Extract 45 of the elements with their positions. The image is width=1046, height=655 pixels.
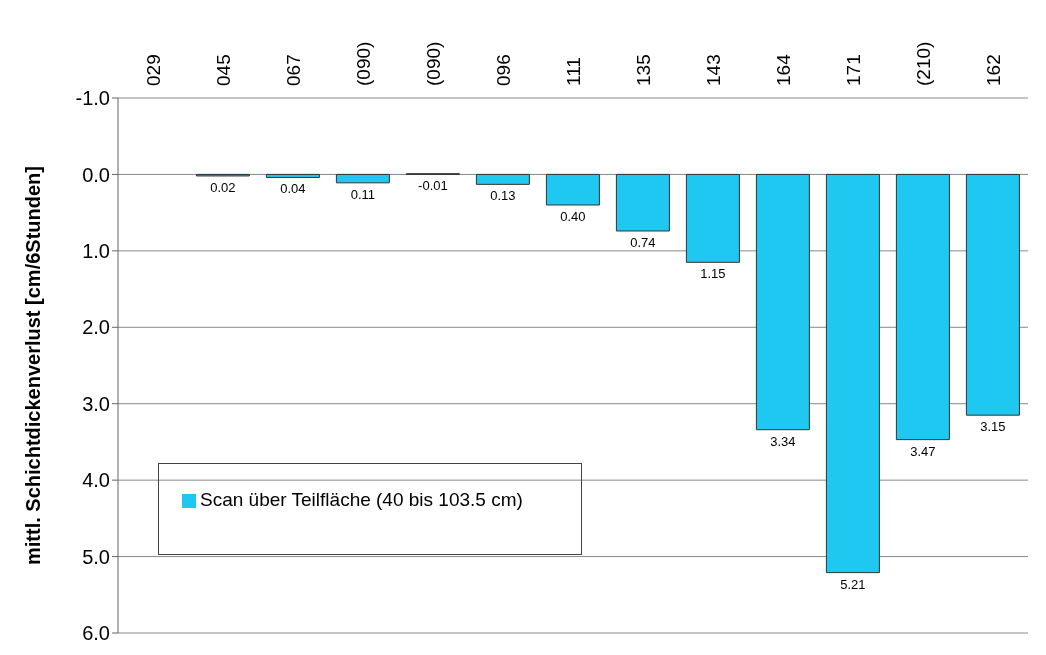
x-tick-label: (210)	[912, 41, 934, 86]
bar	[545, 173, 600, 206]
y-axis-title: mittl. Schichtdickenverlust [cm/6Stunden]	[22, 166, 45, 565]
legend-label: Scan über Teilfläche (40 bis 103.5 cm)	[200, 489, 523, 510]
data-label: 3.15	[980, 419, 1006, 435]
x-tick-label: 029	[142, 54, 164, 86]
bar	[615, 173, 670, 232]
x-tick-label: 143	[702, 54, 724, 86]
x-tick-label: 096	[492, 54, 514, 86]
data-label: 3.47	[910, 443, 936, 459]
y-tick-label: 3.0	[82, 392, 110, 415]
y-tick-label: 1.0	[82, 239, 110, 262]
data-label: 0.13	[490, 188, 516, 204]
y-tick-label: 2.0	[82, 316, 110, 339]
data-label: 0.11	[350, 186, 376, 202]
bar	[475, 173, 530, 185]
x-tick-label: 135	[632, 54, 654, 86]
y-tick-label: 4.0	[82, 469, 110, 492]
x-tick-label: 067	[282, 54, 304, 86]
bar	[685, 173, 740, 263]
x-tick-label: (090)	[352, 41, 374, 86]
bar	[755, 173, 810, 431]
data-label: 0.40	[560, 209, 586, 224]
bar	[265, 173, 320, 178]
x-tick-label: 164	[772, 53, 794, 86]
data-label: 3.34	[770, 433, 796, 449]
x-tick-label: 162	[982, 54, 1004, 86]
y-tick-label: 5.0	[82, 545, 110, 568]
bar	[825, 173, 880, 574]
data-label: 1.15	[700, 266, 726, 282]
x-tick-label: (090)	[422, 41, 444, 86]
bar	[895, 173, 950, 441]
data-label: 0.02	[210, 179, 236, 195]
bar	[335, 173, 390, 184]
data-label: 5.21	[840, 576, 866, 592]
x-tick-label: 171	[842, 54, 864, 86]
y-tick-label: -1.0	[75, 87, 110, 110]
data-label: 0.74	[630, 234, 656, 250]
bar	[965, 173, 1020, 416]
x-tick-label: 045	[212, 54, 234, 86]
data-label: -0.01	[418, 178, 448, 194]
x-tick-label: 111	[562, 57, 584, 86]
y-tick-label: 6.0	[82, 622, 110, 645]
data-label: 0.04	[280, 181, 306, 197]
y-tick-label: 0.0	[82, 163, 110, 186]
